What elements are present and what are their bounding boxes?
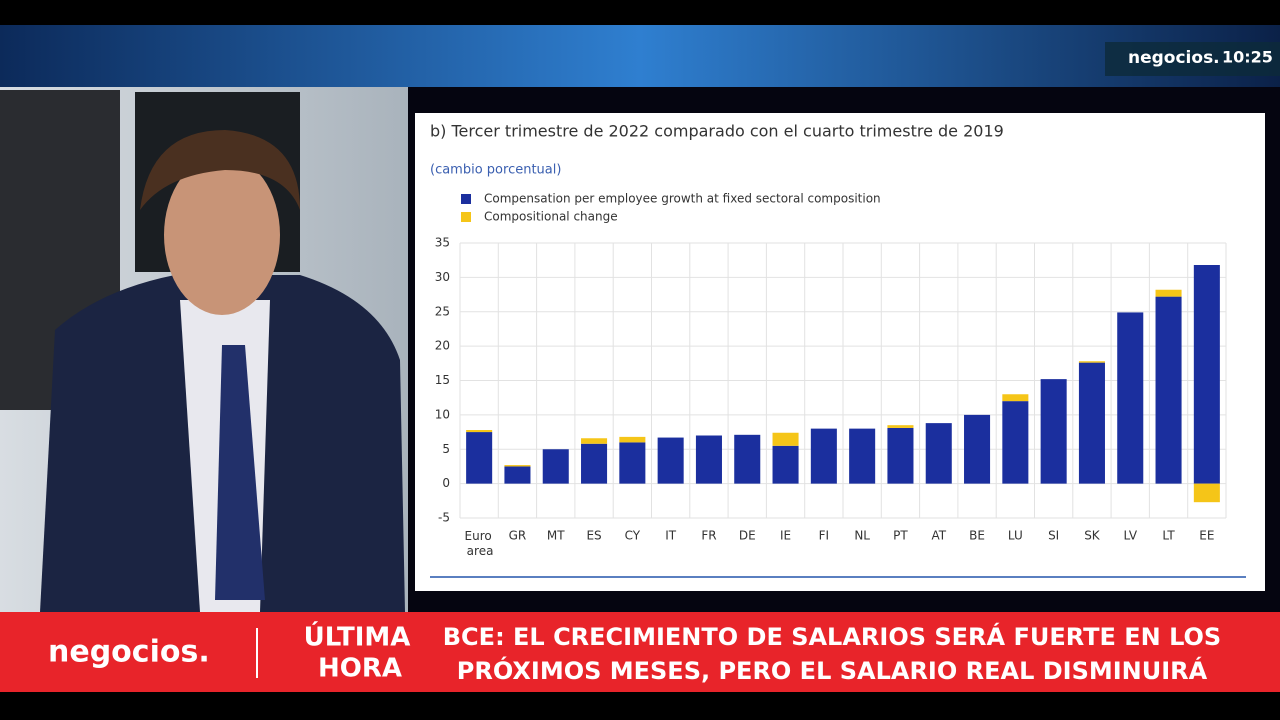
bar-segment xyxy=(466,432,493,484)
bar-segment xyxy=(1193,265,1220,484)
banner xyxy=(0,25,1280,87)
y-tick-label: 0 xyxy=(442,476,450,490)
legend-label: Compositional change xyxy=(484,210,618,224)
x-tick-label: DE xyxy=(739,529,756,543)
bar-segment xyxy=(772,432,799,446)
x-tick-label: NL xyxy=(854,529,870,543)
bar-segment xyxy=(1155,296,1182,484)
x-tick-label: IT xyxy=(665,529,677,543)
x-tick-label: LT xyxy=(1162,529,1175,543)
x-tick-label: ES xyxy=(586,529,601,543)
bar-segment xyxy=(657,437,684,484)
bar-segment xyxy=(542,449,569,484)
x-tick-label: LU xyxy=(1008,529,1023,543)
y-tick-label: -5 xyxy=(438,511,450,525)
x-tick-label: IE xyxy=(780,529,791,543)
x-tick-label: EE xyxy=(1199,529,1214,543)
bar-segment xyxy=(466,430,493,433)
y-tick-label: 20 xyxy=(435,339,450,353)
ticker-brand: negocios. xyxy=(48,635,210,670)
bar-segment xyxy=(581,443,608,484)
ticker xyxy=(0,612,1280,692)
x-tick-label: Euro area xyxy=(463,529,494,558)
bar-segment xyxy=(1002,394,1029,402)
y-tick-label: 15 xyxy=(435,373,450,387)
bar-segment xyxy=(849,428,876,484)
x-tick-label: BE xyxy=(969,529,985,543)
y-tick-label: 10 xyxy=(435,407,450,421)
ticker-tag: ÚLTIMA xyxy=(304,621,411,653)
clock-box xyxy=(1105,42,1280,76)
bar-segment xyxy=(1155,289,1182,297)
x-tick-label: FI xyxy=(819,529,829,543)
clock: 10:25 xyxy=(1222,48,1273,67)
bar-segment xyxy=(619,436,646,443)
bar-segment xyxy=(695,435,722,484)
bar-segment xyxy=(504,466,531,484)
x-tick-label: LV xyxy=(1123,529,1137,543)
y-tick-label: 35 xyxy=(435,236,450,250)
bar-segment xyxy=(772,445,799,484)
legend-swatch xyxy=(461,212,471,222)
x-tick-label: GR xyxy=(509,529,527,543)
bar-segment xyxy=(1078,362,1105,484)
ticker-tag: HORA xyxy=(318,654,402,684)
presenter-face xyxy=(164,155,280,315)
bar-segment xyxy=(734,434,761,484)
x-tick-label: SI xyxy=(1048,529,1059,543)
x-tick-label: AT xyxy=(931,529,946,543)
x-tick-label: PT xyxy=(893,529,908,543)
bar-segment xyxy=(1117,312,1144,484)
legend-swatch xyxy=(461,194,471,204)
y-tick-label: 30 xyxy=(435,270,450,284)
headline: PRÓXIMOS MESES, PERO EL SALARIO REAL DIS… xyxy=(457,655,1208,685)
bar-segment xyxy=(1002,401,1029,484)
x-tick-label: SK xyxy=(1084,529,1101,543)
bar-segment xyxy=(887,425,914,428)
presenter-tie xyxy=(215,345,265,600)
chart-title: b) Tercer trimestre de 2022 comparado co… xyxy=(430,122,1004,141)
y-tick-label: 5 xyxy=(442,442,450,456)
headline: BCE: EL CRECIMIENTO DE SALARIOS SERÁ FUE… xyxy=(443,622,1221,651)
chart-subtitle: (cambio porcentual) xyxy=(430,163,561,178)
x-tick-label: CY xyxy=(625,529,641,543)
top-bar xyxy=(0,0,1280,25)
bar-segment xyxy=(925,423,952,484)
bar-segment xyxy=(1040,379,1067,484)
bar-segment xyxy=(619,442,646,484)
bar-segment xyxy=(581,438,608,444)
bar-segment xyxy=(1078,361,1105,363)
x-tick-label: FR xyxy=(701,529,716,543)
channel-logo: negocios. xyxy=(1128,48,1220,68)
presenter-hair xyxy=(140,130,300,210)
bar-segment xyxy=(504,465,531,467)
x-tick-label: MT xyxy=(547,529,565,543)
bar-segment xyxy=(810,428,837,484)
bar-segment xyxy=(1193,483,1220,503)
y-tick-label: 25 xyxy=(435,304,450,318)
bar-segment xyxy=(964,414,991,484)
bar-segment xyxy=(887,427,914,484)
legend-label: Compensation per employee growth at fixe… xyxy=(484,192,881,206)
